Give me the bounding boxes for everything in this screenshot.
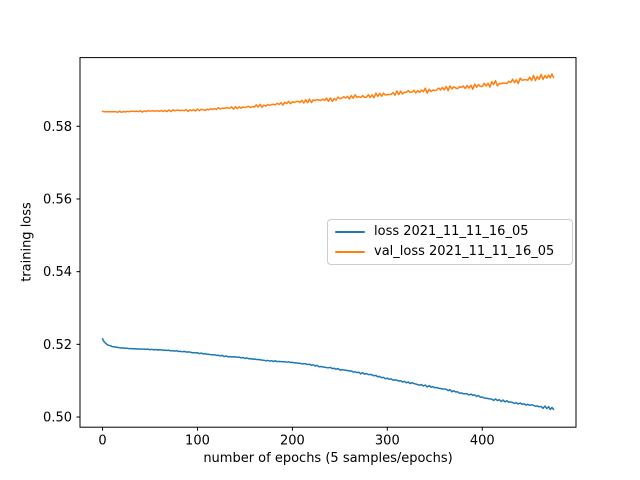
- y-tick-label: 0.58: [43, 120, 72, 135]
- x-tick-label: 100: [185, 434, 210, 449]
- legend: loss 2021_11_11_16_05 val_loss 2021_11_1…: [327, 219, 573, 265]
- legend-label-loss: loss 2021_11_11_16_05: [374, 224, 529, 239]
- legend-entry-val-loss: val_loss 2021_11_11_16_05: [335, 244, 572, 260]
- legend-line-swatch-loss: [335, 231, 365, 233]
- y-axis-label: training loss: [19, 202, 35, 282]
- y-tick-label: 0.50: [43, 411, 72, 426]
- legend-line-swatch-val-loss: [335, 251, 365, 253]
- legend-entry-loss: loss 2021_11_11_16_05: [335, 224, 572, 240]
- x-tick-label: 200: [280, 434, 305, 449]
- x-axis-label: number of epochs (5 samples/epochs): [203, 451, 453, 466]
- x-tick-label: 0: [98, 434, 106, 449]
- x-tick-label: 400: [470, 434, 495, 449]
- y-tick-label: 0.56: [43, 192, 72, 207]
- y-tick-label: 0.54: [43, 265, 72, 280]
- line-val-loss: [101, 73, 555, 114]
- line-loss: [101, 338, 555, 411]
- axes-frame: [79, 57, 577, 428]
- y-tick-label: 0.52: [43, 338, 72, 353]
- legend-label-val-loss: val_loss 2021_11_11_16_05: [374, 244, 555, 259]
- x-tick-label: 300: [375, 434, 400, 449]
